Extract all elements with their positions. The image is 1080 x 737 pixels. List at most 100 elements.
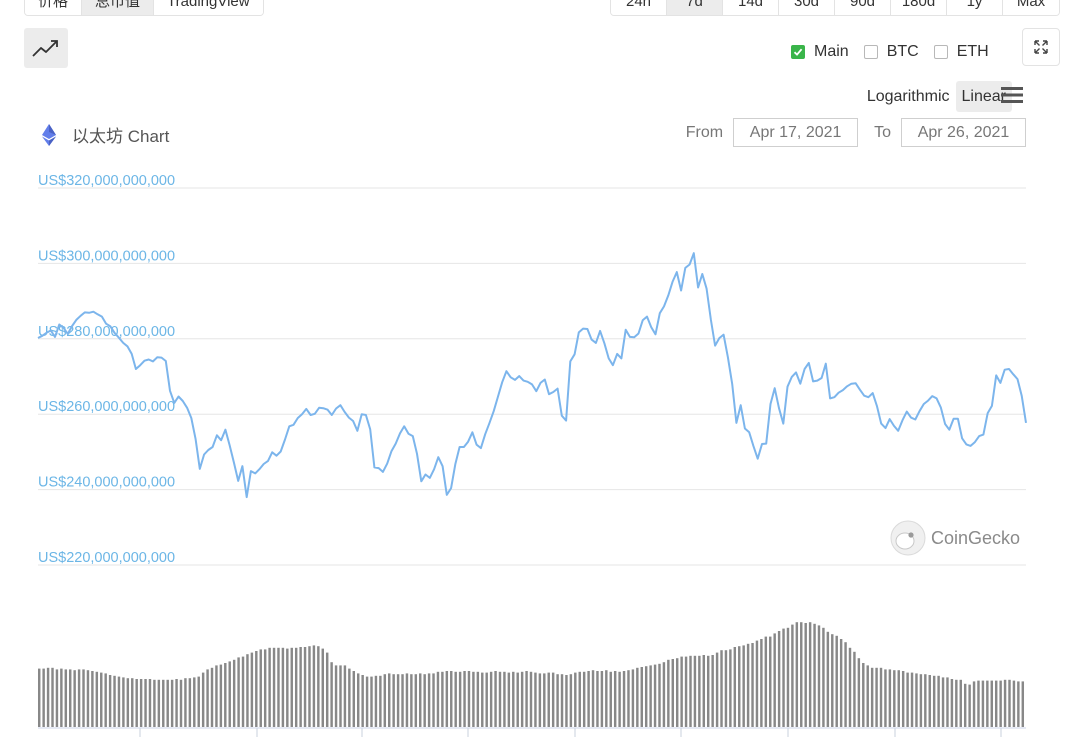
btc-checkbox[interactable] <box>863 45 878 59</box>
volume-bar <box>46 667 50 727</box>
x-axis-ticks <box>38 727 1026 737</box>
volume-bar <box>941 677 945 727</box>
range-90d[interactable]: 90d <box>835 0 891 15</box>
to-date-input[interactable]: Apr 26, 2021 <box>901 118 1026 147</box>
scale-logarithmic-button[interactable]: Logarithmic <box>866 88 950 105</box>
volume-bar <box>170 679 174 727</box>
volume-bar <box>999 680 1002 727</box>
volume-bar <box>55 669 59 727</box>
tab-tradingview[interactable]: TradingView <box>154 0 263 15</box>
volume-bar <box>463 671 466 727</box>
volume-bar <box>388 673 391 727</box>
scale-linear-button[interactable]: Linear <box>955 81 1012 112</box>
volume-bar <box>157 679 161 727</box>
volume-bar <box>817 625 821 727</box>
range-14d[interactable]: 14d <box>723 0 779 15</box>
volume-bar <box>1017 681 1020 727</box>
volume-bar <box>401 674 404 727</box>
toggle-btc-label: BTC <box>886 43 919 60</box>
volume-bar <box>361 675 364 727</box>
main-checkbox[interactable] <box>791 45 805 59</box>
volume-bar <box>91 671 94 727</box>
volume-bar <box>990 680 993 727</box>
volume-bar <box>707 655 710 727</box>
from-date-input[interactable]: Apr 17, 2021 <box>733 118 859 147</box>
volume-bar <box>321 648 324 727</box>
volume-bar <box>986 680 989 727</box>
volume-bar <box>232 659 236 727</box>
volume-bar <box>977 680 980 727</box>
volume-bar <box>144 679 147 727</box>
volume-bar <box>884 669 887 727</box>
volume-bar <box>330 662 333 727</box>
toggle-eth[interactable]: ETH <box>933 43 989 61</box>
volume-bar <box>481 672 484 727</box>
volume-bar <box>622 671 626 727</box>
volume-bar <box>609 671 612 727</box>
volume-bar <box>135 679 138 727</box>
volume-bar <box>543 673 546 727</box>
volume-bar <box>901 671 905 727</box>
toggle-btc[interactable]: BTC <box>863 43 919 61</box>
volume-bar <box>906 672 909 727</box>
range-180d[interactable]: 180d <box>891 0 947 15</box>
volume-bar <box>702 655 706 727</box>
volume-bar <box>751 643 754 727</box>
series-line-layer <box>37 252 1027 499</box>
volume-bar <box>122 677 125 727</box>
range-max[interactable]: Max <box>1003 0 1059 15</box>
volume-bar <box>720 650 723 727</box>
tab-price[interactable]: 价格 <box>25 0 83 15</box>
volume-bar <box>405 673 409 727</box>
line-chart-toggle-button[interactable] <box>24 28 68 68</box>
y-axis-label: US$280,000,000,000 <box>38 324 175 340</box>
volume-bar <box>644 666 648 727</box>
volume-bar <box>317 646 320 727</box>
range-7d[interactable]: 7d <box>667 0 723 15</box>
volume-bar <box>188 678 192 727</box>
volume-bar <box>312 645 316 727</box>
volume-bar <box>516 672 519 727</box>
volume-bar <box>538 673 542 727</box>
volume-bar <box>689 655 692 727</box>
volume-bar <box>286 648 289 727</box>
volume-bar <box>950 679 954 727</box>
volume-bar <box>277 647 280 727</box>
chart-title-text: 以太坊 Chart <box>72 127 170 146</box>
range-1y[interactable]: 1y <box>947 0 1003 15</box>
volume-bar <box>915 673 918 727</box>
volume-bar <box>742 645 745 727</box>
volume-bar <box>746 643 750 727</box>
fullscreen-button[interactable] <box>1022 28 1060 66</box>
range-24h[interactable]: 24h <box>611 0 667 15</box>
volume-bar <box>569 674 573 727</box>
volume-bar <box>299 647 302 727</box>
volume-bar <box>95 671 99 727</box>
volume-bar <box>600 671 604 727</box>
volume-bar <box>919 674 923 727</box>
volume-bar <box>857 658 861 727</box>
volume-bar <box>640 667 643 727</box>
tab-market-cap[interactable]: 总市值 <box>82 0 155 15</box>
volume-bar <box>560 674 564 727</box>
volume-bar <box>175 679 178 727</box>
volume-bar <box>246 654 249 727</box>
date-range-selector: From Apr 17, 2021 To Apr 26, 2021 <box>686 118 1026 147</box>
volume-bar <box>596 671 599 727</box>
volume-bar <box>281 647 285 727</box>
time-range-tabs: 24h 7d 14d 30d 90d 180d 1y Max <box>610 0 1060 16</box>
volume-bar <box>924 674 927 727</box>
volume-bar <box>100 672 103 727</box>
eth-checkbox[interactable] <box>933 45 948 59</box>
volume-bar <box>627 670 630 727</box>
range-30d[interactable]: 30d <box>779 0 835 15</box>
toggle-main[interactable]: Main <box>791 43 849 61</box>
volume-bar <box>994 680 998 727</box>
volume-bar <box>432 673 435 727</box>
series-toggles: Main BTC ETH <box>791 43 989 61</box>
volume-bar <box>379 675 382 727</box>
volume-bar <box>897 670 900 727</box>
volume-bar <box>831 634 834 727</box>
chart-menu-icon[interactable] <box>1000 84 1024 106</box>
